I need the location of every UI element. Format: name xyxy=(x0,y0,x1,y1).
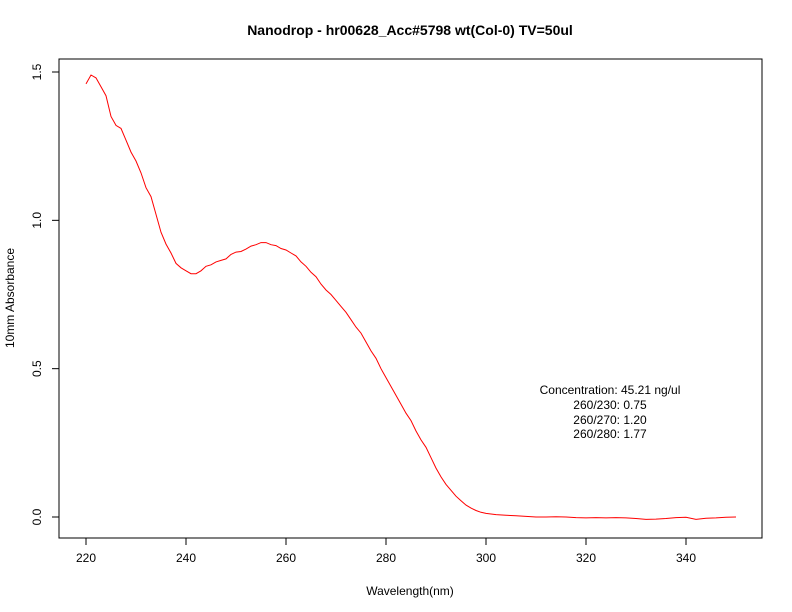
x-axis: 220 240 260 280 300 320 340 xyxy=(76,538,696,565)
annotation-ratio-260-280: 260/280: 1.77 xyxy=(573,427,647,441)
y-tick-label: 1.5 xyxy=(30,63,44,80)
y-tick-label: 0.0 xyxy=(30,508,44,525)
x-axis-label: Wavelength(nm) xyxy=(366,584,454,598)
annotation-block: Concentration: 45.21 ng/ul 260/230: 0.75… xyxy=(540,383,681,441)
x-tick-label: 340 xyxy=(676,551,696,565)
annotation-concentration: Concentration: 45.21 ng/ul xyxy=(540,383,681,397)
x-tick-label: 240 xyxy=(176,551,196,565)
y-tick-label: 0.5 xyxy=(30,360,44,377)
y-axis-label: 10mm Absorbance xyxy=(3,248,17,348)
annotation-ratio-260-230: 260/230: 0.75 xyxy=(573,398,647,412)
absorbance-series-line xyxy=(85,74,737,520)
x-tick-label: 300 xyxy=(476,551,496,565)
y-tick-label: 1.0 xyxy=(30,212,44,229)
plot-frame xyxy=(58,58,763,539)
x-tick-label: 320 xyxy=(576,551,596,565)
x-tick-label: 280 xyxy=(376,551,396,565)
annotation-ratio-260-270: 260/270: 1.20 xyxy=(573,413,647,427)
x-tick-label: 220 xyxy=(76,551,96,565)
x-tick-label: 260 xyxy=(276,551,296,565)
y-axis: 0.0 0.5 1.0 1.5 xyxy=(30,63,59,525)
chart-title: Nanodrop - hr00628_Acc#5798 wt(Col-0) TV… xyxy=(247,22,573,38)
